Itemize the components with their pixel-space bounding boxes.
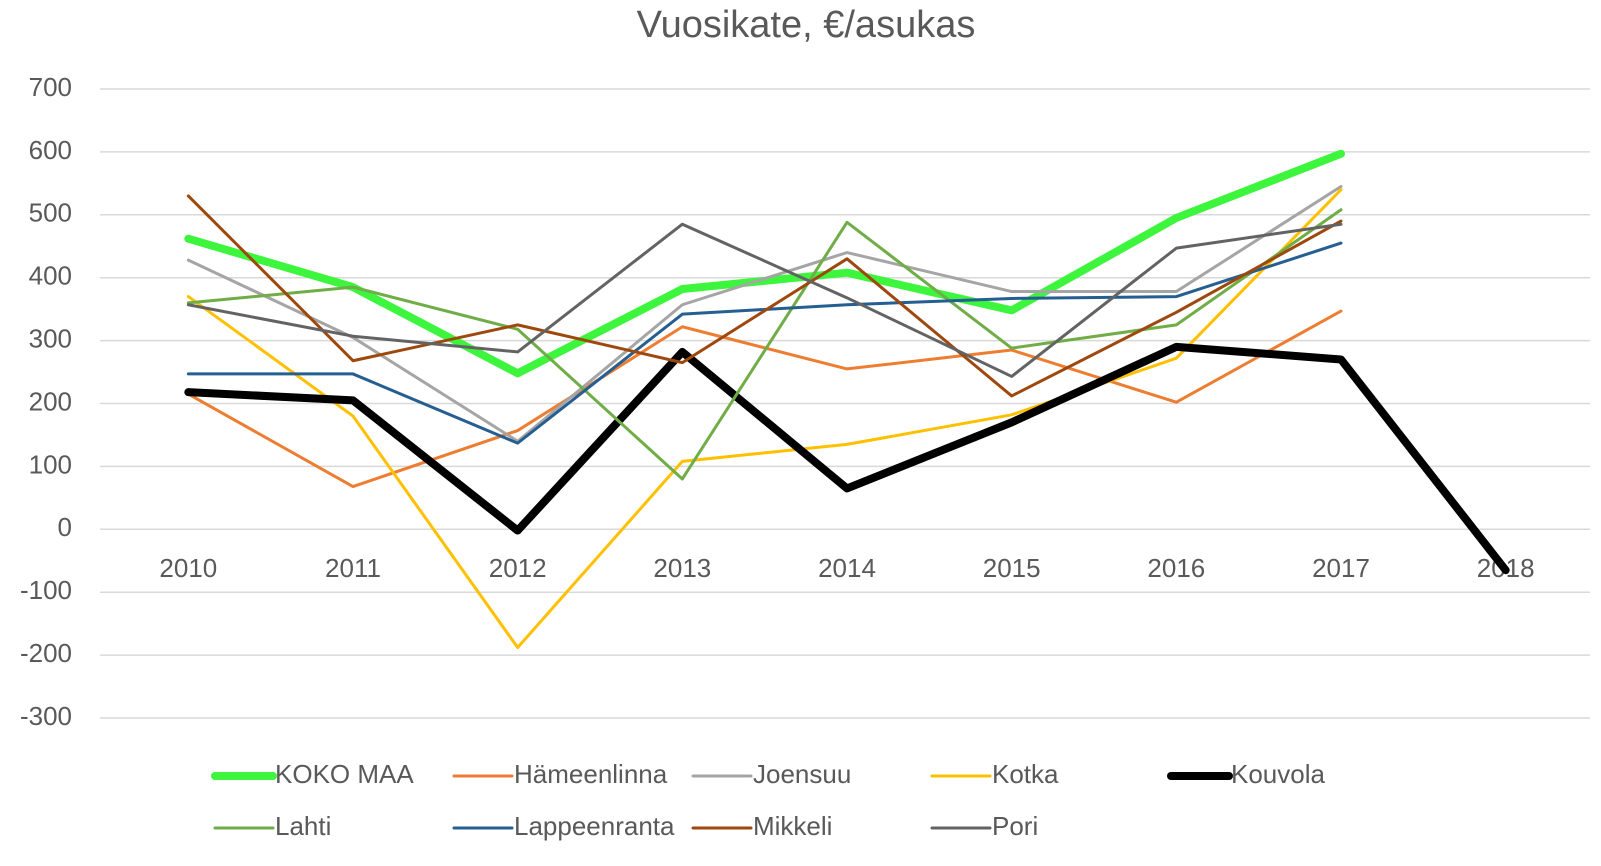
y-tick-label: 200 (29, 386, 72, 416)
y-tick-label: -300 (20, 701, 72, 731)
legend-label: Kotka (992, 759, 1059, 789)
legend-label: Mikkeli (753, 811, 832, 841)
x-tick-label: 2014 (818, 553, 876, 583)
legend-label: Hämeenlinna (514, 759, 668, 789)
x-tick-label: 2013 (653, 553, 711, 583)
x-tick-label: 2015 (983, 553, 1041, 583)
y-tick-label: 500 (29, 198, 72, 228)
series-line (186, 222, 1343, 378)
y-tick-label: 400 (29, 261, 72, 291)
series-line (186, 309, 1343, 489)
legend-label: Lappeenranta (514, 811, 675, 841)
y-tick-label: -100 (20, 575, 72, 605)
x-tick-label: 2010 (159, 553, 217, 583)
x-tick-label: 2012 (489, 553, 547, 583)
y-tick-label: 700 (29, 72, 72, 102)
y-tick-label: 0 (58, 512, 72, 542)
chart-title: Vuosikate, €/asukas (637, 4, 976, 46)
series-line (186, 208, 1343, 481)
series-line (186, 188, 1343, 650)
y-tick-label: 300 (29, 323, 72, 353)
y-tick-label: -200 (20, 638, 72, 668)
legend-label: Pori (992, 811, 1038, 841)
y-tick-label: 100 (29, 449, 72, 479)
x-tick-label: 2017 (1312, 553, 1370, 583)
series-line (186, 194, 1343, 398)
x-tick-label: 2011 (325, 553, 381, 583)
legend-label: KOKO MAA (275, 759, 414, 789)
x-tick-label: 2016 (1147, 553, 1205, 583)
y-tick-label: 600 (29, 135, 72, 165)
legend-label: Lahti (275, 811, 331, 841)
legend-label: Kouvola (1231, 759, 1325, 789)
legend-label: Joensuu (753, 759, 851, 789)
series-line (184, 342, 1510, 575)
series-line (184, 149, 1345, 378)
